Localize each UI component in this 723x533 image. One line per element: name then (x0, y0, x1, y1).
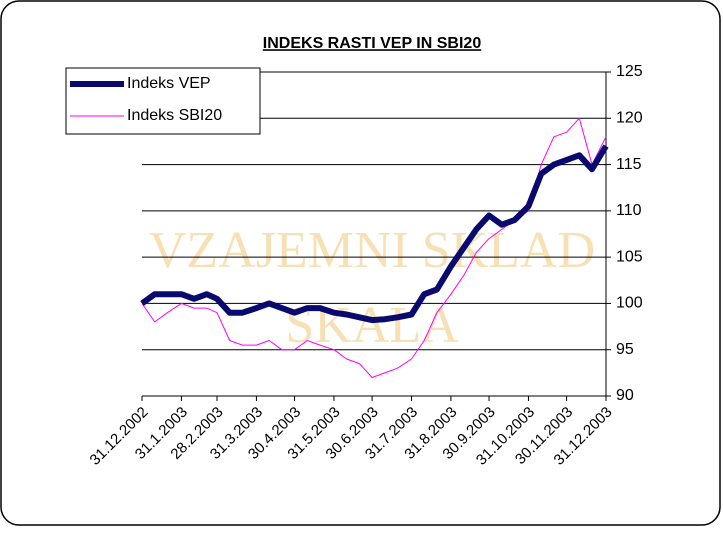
y-tick-label: 95 (616, 341, 634, 358)
legend-label: Indeks SBI20 (127, 107, 222, 124)
legend: Indeks VEP Indeks SBI20 (65, 67, 261, 135)
legend-label: Indeks VEP (127, 75, 211, 92)
y-tick-label: 105 (616, 248, 643, 265)
series-line (140, 144, 609, 324)
legend-box (65, 67, 261, 135)
watermark: VZAJEMNI SKLAD (149, 222, 595, 279)
series-line (141, 117, 607, 378)
chart-title: INDEKS RASTI VEP IN SBI20 (263, 35, 482, 52)
y-tick-label: 115 (616, 156, 642, 173)
y-tick-label: 110 (616, 202, 642, 219)
y-tick-label: 100 (616, 295, 643, 312)
y-tick-label: 120 (616, 110, 643, 127)
y-tick-label: 90 (616, 387, 634, 404)
y-tick-label: 125 (616, 63, 643, 80)
